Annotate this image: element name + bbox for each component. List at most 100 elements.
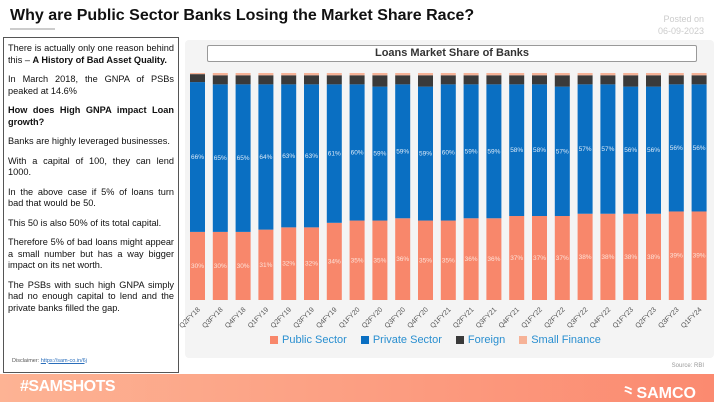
x-tick-label: Q2FY20 [361,306,384,329]
bar-private-sector [668,84,684,212]
bar-small-finance [326,73,342,76]
x-tick-label: Q4FY19 [315,306,338,329]
data-label: 64% [259,154,272,161]
paragraph-7: This 50 is also 50% of its total capital… [8,217,162,228]
data-label: 38% [601,254,614,261]
bar-foreign [281,75,297,85]
paragraph-6: In the above case if 5% of loans turn ba… [8,186,174,209]
data-label: 35% [419,257,432,264]
data-label: 30% [214,263,227,270]
x-tick-label: Q1FY21 [429,306,452,329]
bar-small-finance [440,73,456,76]
bar-small-finance [532,73,547,76]
bar-foreign [509,75,525,85]
data-label: 59% [487,148,500,155]
bar-private-sector [235,84,251,232]
disclaimer-link[interactable]: https://sam-co.in/6j [40,357,87,364]
hashtag: #SAMSHOTS [20,378,116,395]
legend-swatch [519,336,528,344]
data-label: 32% [282,261,295,268]
bar-public-sector [418,220,433,300]
bar-public-sector [463,218,479,300]
x-tick-label: Q1FY19 [247,306,270,329]
bar-public-sector [395,218,411,300]
x-tick-label: Q2FY23 [635,306,658,329]
brand-logo: ⺀SAMCO [620,379,696,403]
x-tick-label: Q3FY23 [657,306,680,329]
data-label: 57% [601,146,614,153]
data-label: 61% [328,151,341,158]
data-label: 63% [305,153,318,160]
legend-item: Small Finance [519,334,601,346]
x-tick-label: Q4FY20 [407,306,430,329]
posted-date: Posted on 06-09-2023 [658,13,704,37]
bar-foreign [600,75,616,85]
data-label: 37% [510,255,523,262]
bar-private-sector [440,84,456,221]
x-tick-label: Q2FY19 [270,306,293,329]
x-tick-label: Q4FY21 [498,306,521,329]
bar-foreign [646,75,661,87]
bar-private-sector [326,84,342,223]
bar-public-sector [623,213,639,300]
bar-small-finance [235,73,251,76]
bar-private-sector [623,86,639,214]
bar-private-sector [395,84,411,219]
bar-private-sector [532,84,547,217]
disclaimer: Disclaimer: https://sam-co.in/6j [12,356,87,368]
bar-small-finance [212,73,228,76]
bar-foreign [349,75,365,85]
data-label: 65% [214,155,227,162]
bar-private-sector [600,84,616,214]
bar-small-finance [372,73,388,76]
data-label: 36% [465,256,478,263]
legend-label: Small Finance [531,334,601,346]
data-label: 63% [282,153,295,160]
bar-small-finance [600,73,616,76]
bar-private-sector [486,84,502,219]
paragraph-9: The PSBs with such high GNPA simply had … [8,279,174,313]
paragraph-2: In March 2018, the GNPA of PSBs peaked a… [8,74,174,96]
x-tick-label: Q3FY19 [293,306,316,329]
bar-small-finance [646,73,661,76]
x-tick-label: Q1FY22 [521,306,544,329]
x-tick-label: Q3FY20 [384,306,407,329]
data-label: 31% [259,262,272,269]
p1-text: There is actually only one reason behind… [8,43,174,65]
data-label: 66% [191,154,204,161]
bar-foreign [190,74,205,83]
bar-small-finance [190,73,205,75]
bar-public-sector [190,231,205,300]
data-label: 36% [487,256,500,263]
bar-small-finance [554,73,570,76]
bar-foreign [668,75,684,85]
data-label: 30% [191,263,204,270]
bar-public-sector [281,227,297,300]
bar-private-sector [281,84,297,228]
data-label: 59% [465,148,478,155]
bar-small-finance [418,73,433,76]
bar-private-sector [554,86,570,217]
brand-name: SAMCO [636,385,696,402]
data-label: 60% [442,149,455,156]
data-label: 39% [670,253,683,260]
bar-public-sector [646,213,661,300]
x-tick-label: Q3FY22 [566,306,589,329]
x-tick-label: Q4FY22 [589,306,612,329]
data-label: 35% [351,257,364,264]
bar-foreign [258,75,274,85]
bar-foreign [372,75,388,87]
data-label: 57% [556,148,569,155]
legend-swatch [455,336,464,344]
bar-public-sector [486,218,502,300]
data-label: 35% [373,257,386,264]
bar-small-finance [577,73,593,76]
data-label: 35% [442,257,455,264]
bar-public-sector [326,222,342,300]
bar-public-sector [600,213,616,300]
legend-item: Public Sector [270,334,347,346]
bar-public-sector [349,220,365,300]
data-label: 38% [647,254,660,261]
title-underline [10,28,55,30]
bar-public-sector [304,227,319,300]
